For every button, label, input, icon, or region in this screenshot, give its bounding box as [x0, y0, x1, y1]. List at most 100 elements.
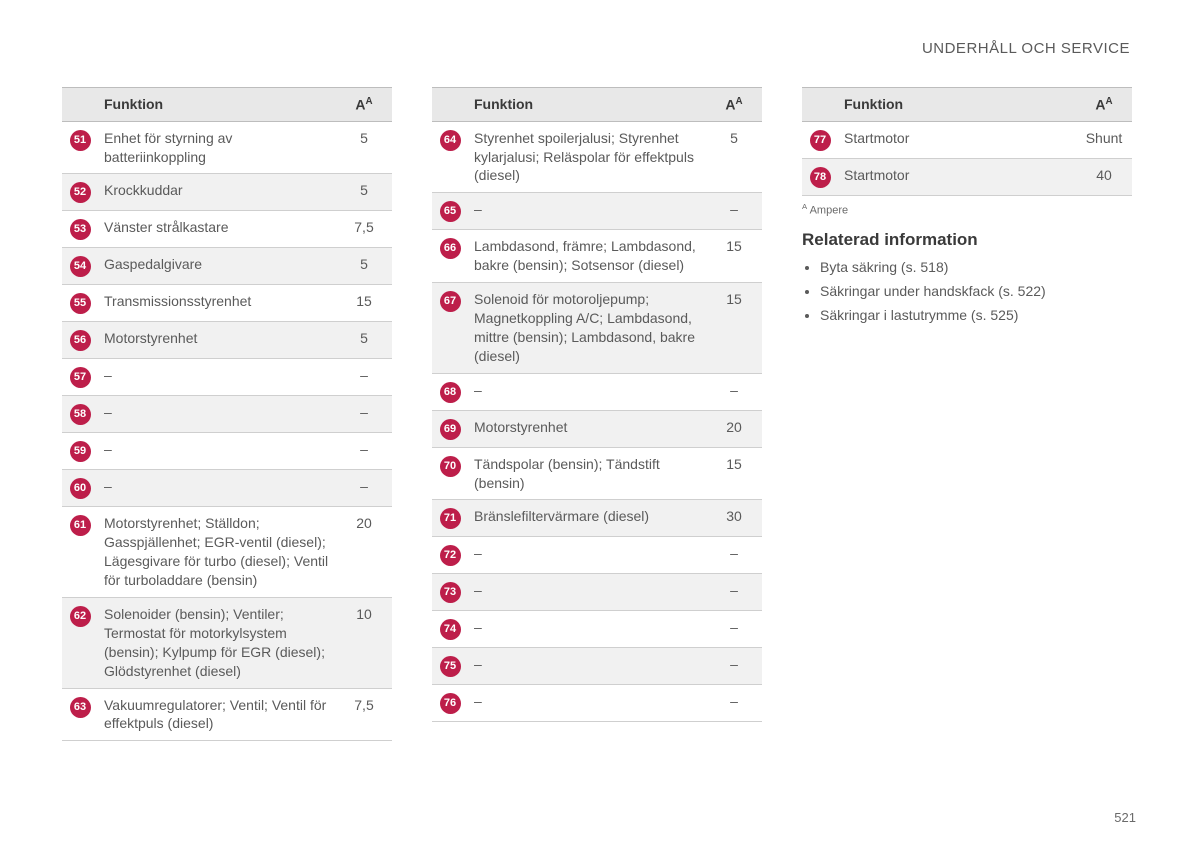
fuse-function-cell: Vakuumregulatorer; Ventil; Ventil för ef…: [98, 688, 336, 741]
fuse-number-cell: 56: [62, 322, 98, 359]
table-row: 60––: [62, 470, 392, 507]
fuse-function-cell: Bränslefiltervärmare (diesel): [468, 500, 706, 537]
fuse-amp-cell: 5: [336, 248, 392, 285]
fuse-number-badge: 70: [440, 456, 461, 477]
fuse-function-cell: –: [468, 373, 706, 410]
fuse-amp-cell: –: [706, 537, 762, 574]
fuse-number-cell: 71: [432, 500, 468, 537]
fuse-amp-cell: 10: [336, 598, 392, 689]
fuse-function-cell: Gaspedalgivare: [98, 248, 336, 285]
fuse-number-cell: 73: [432, 574, 468, 611]
fuse-number-badge: 71: [440, 508, 461, 529]
fuse-number-badge: 53: [70, 219, 91, 240]
table-row: 63 Vakuumregulatorer; Ventil; Ventil för …: [62, 688, 392, 741]
fuse-number-cell: 52: [62, 174, 98, 211]
fuse-number-badge: 74: [440, 619, 461, 640]
col-header-number: [802, 88, 838, 122]
table-row: 69Motorstyrenhet20: [432, 410, 762, 447]
fuse-number-cell: 69: [432, 410, 468, 447]
fuse-function-cell: Krockkuddar: [98, 174, 336, 211]
fuse-amp-cell: 40: [1076, 158, 1132, 195]
fuse-number-cell: 78: [802, 158, 838, 195]
fuse-number-cell: 68: [432, 373, 468, 410]
fuse-number-cell: 77: [802, 121, 838, 158]
fuse-function-cell: Styrenhet spoilerjalusi; Styrenhet kylar…: [468, 121, 706, 193]
fuse-amp-cell: 5: [706, 121, 762, 193]
fuse-number-badge: 57: [70, 367, 91, 388]
fuse-number-cell: 60: [62, 470, 98, 507]
fuse-number-cell: 70: [432, 447, 468, 500]
fuse-function-cell: –: [468, 193, 706, 230]
fuse-function-cell: –: [98, 433, 336, 470]
fuse-number-cell: 62: [62, 598, 98, 689]
list-item: Byta säkring (s. 518): [820, 256, 1132, 280]
fuse-number-badge: 66: [440, 238, 461, 259]
fuse-amp-cell: –: [706, 685, 762, 722]
fuse-number-cell: 65: [432, 193, 468, 230]
fuse-number-badge: 54: [70, 256, 91, 277]
table-row: 59––: [62, 433, 392, 470]
fuse-number-cell: 55: [62, 285, 98, 322]
fuse-amp-cell: –: [706, 648, 762, 685]
fuse-number-badge: 73: [440, 582, 461, 603]
fuse-number-badge: 65: [440, 201, 461, 222]
section-header: UNDERHÅLL OCH SERVICE: [62, 40, 1138, 57]
table-row: 55Transmissionsstyrenhet15: [62, 285, 392, 322]
related-info: Relaterad information Byta säkring (s. 5…: [802, 230, 1132, 327]
related-list: Byta säkring (s. 518)Säkringar under han…: [802, 256, 1132, 327]
table-row: 74––: [432, 611, 762, 648]
fuse-function-cell: Motorstyrenhet; Ställdon; Gasspjällenhet…: [98, 507, 336, 598]
fuse-function-cell: Enhet för styrning av batteriinkoppling: [98, 121, 336, 174]
fuse-number-cell: 67: [432, 283, 468, 374]
fuse-number-badge: 61: [70, 515, 91, 536]
list-item: Säkringar under handskfack (s. 522): [820, 280, 1132, 304]
table-row: 76––: [432, 685, 762, 722]
fuse-number-cell: 54: [62, 248, 98, 285]
col-header-funktion: Funktion: [98, 88, 336, 122]
table-row: 66Lambdasond, främre; Lambdasond, bakre …: [432, 230, 762, 283]
related-title: Relaterad information: [802, 230, 1132, 250]
fuse-amp-cell: –: [336, 359, 392, 396]
fuse-table-1: Funktion AA 51Enhet för styrning av batt…: [62, 87, 392, 741]
fuse-amp-cell: 5: [336, 322, 392, 359]
table-row: 56Motorstyrenhet5: [62, 322, 392, 359]
fuse-amp-cell: 5: [336, 121, 392, 174]
fuse-number-badge: 78: [810, 167, 831, 188]
table-row: 78 Startmotor40: [802, 158, 1132, 195]
fuse-number-cell: 76: [432, 685, 468, 722]
table-row: 58––: [62, 396, 392, 433]
fuse-amp-cell: –: [706, 373, 762, 410]
fuse-number-badge: 59: [70, 441, 91, 462]
fuse-amp-cell: –: [706, 574, 762, 611]
fuse-number-badge: 68: [440, 382, 461, 403]
table-row: 61 Motorstyrenhet; Ställdon; Gasspjällenh…: [62, 507, 392, 598]
fuse-function-cell: –: [98, 396, 336, 433]
fuse-amp-cell: –: [336, 396, 392, 433]
fuse-number-badge: 63: [70, 697, 91, 718]
fuse-amp-cell: –: [706, 193, 762, 230]
table-row: 75––: [432, 648, 762, 685]
fuse-function-cell: Solenoider (bensin); Ventiler; Termostat…: [98, 598, 336, 689]
column-3: Funktion AA 77StartmotorShunt78Startmoto…: [802, 87, 1132, 328]
fuse-function-cell: Vänster strålkastare: [98, 211, 336, 248]
fuse-number-badge: 52: [70, 182, 91, 203]
fuse-amp-cell: –: [706, 611, 762, 648]
fuse-number-cell: 61: [62, 507, 98, 598]
fuse-number-cell: 57: [62, 359, 98, 396]
table-row: 51Enhet för styrning av batteriinkopplin…: [62, 121, 392, 174]
col-header-number: [62, 88, 98, 122]
footnote-mark: A: [802, 202, 807, 211]
col-header-amp: AA: [1076, 88, 1132, 122]
table-row: 52Krockkuddar5: [62, 174, 392, 211]
fuse-number-cell: 66: [432, 230, 468, 283]
fuse-number-badge: 72: [440, 545, 461, 566]
fuse-function-cell: Startmotor: [838, 121, 1076, 158]
col-header-amp: AA: [706, 88, 762, 122]
fuse-number-badge: 75: [440, 656, 461, 677]
fuse-function-cell: Startmotor: [838, 158, 1076, 195]
fuse-number-badge: 62: [70, 606, 91, 627]
fuse-amp-cell: –: [336, 433, 392, 470]
fuse-function-cell: –: [98, 470, 336, 507]
fuse-function-cell: Motorstyrenhet: [468, 410, 706, 447]
content-columns: Funktion AA 51Enhet för styrning av batt…: [62, 87, 1138, 741]
